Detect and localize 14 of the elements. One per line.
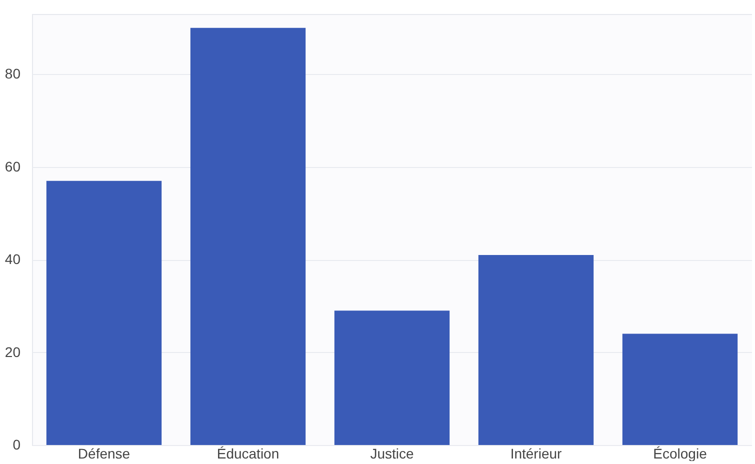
x-tick-label: Éducation	[216, 446, 280, 462]
bar	[334, 310, 450, 445]
y-tick-label: 40	[4, 251, 21, 268]
bar	[478, 254, 594, 445]
x-tick-label: Justice	[370, 446, 414, 462]
bar	[190, 28, 306, 445]
y-tick-label: 20	[4, 344, 21, 360]
x-tick-label: Défense	[78, 446, 130, 462]
bar	[46, 180, 162, 445]
x-tick-label: Intérieur	[510, 446, 562, 462]
y-tick-label: 60	[4, 158, 21, 174]
y-tick-label: 80	[4, 66, 21, 82]
y-tick-label: 0	[12, 436, 21, 452]
bar	[622, 334, 738, 445]
